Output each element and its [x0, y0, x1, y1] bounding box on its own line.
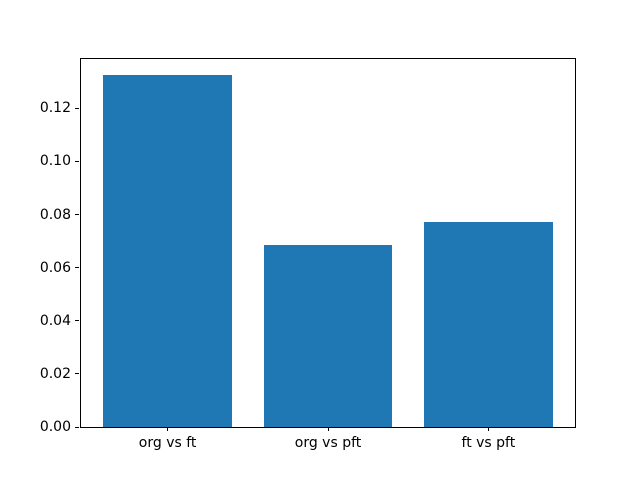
y-axis-tick-label: 0.08 [39, 206, 71, 223]
y-axis-tick [75, 320, 79, 322]
y-axis-tick [75, 426, 79, 428]
y-axis-tick [75, 373, 79, 375]
y-axis-tick-label: 0.02 [39, 365, 71, 382]
plot-area: 0.00 0.02 0.04 0.06 0.08 0.10 0.12 org vs ft org… [40, 58, 576, 450]
x-axis-tick [487, 427, 489, 431]
bar-ft-vs-pft [424, 221, 553, 427]
bar-org-vs-pft [263, 244, 393, 427]
y-axis-tick [75, 214, 79, 216]
x-axis-tick [327, 427, 329, 431]
x-axis-tick [167, 427, 169, 431]
y-axis-tick-label: 0.10 [39, 153, 71, 170]
y-axis-tick-label: 0.06 [39, 259, 71, 276]
y-axis-tick [75, 107, 79, 109]
y-axis-tick-label: 0.04 [39, 312, 71, 329]
x-axis-tick-label: org vs ft [138, 435, 197, 451]
bar-org-vs-ft [103, 75, 232, 427]
y-axis-tick-label: 0.12 [39, 100, 71, 117]
x-axis-tick-label: org vs pft [294, 435, 362, 451]
y-axis-tick [75, 160, 79, 162]
y-axis-tick [75, 267, 79, 269]
y-axis-tick-label: 0.00 [39, 419, 71, 435]
x-axis-tick-label: ft vs pft [461, 435, 516, 451]
